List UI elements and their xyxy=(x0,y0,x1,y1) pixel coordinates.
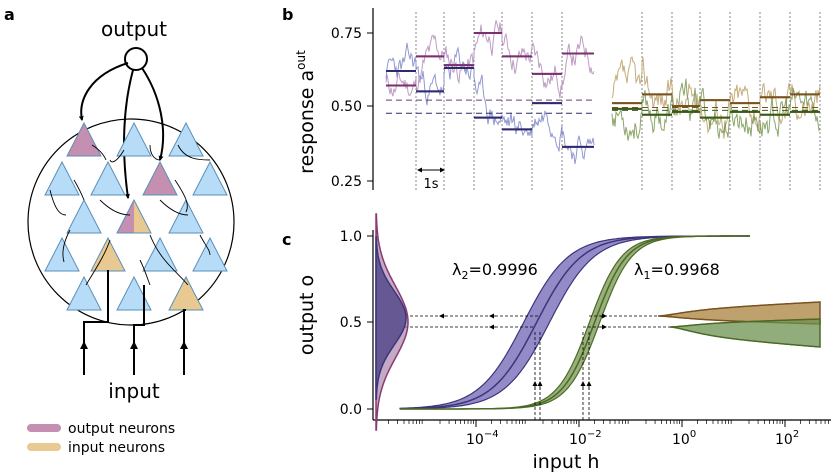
panel-c-ylabel: output o xyxy=(296,275,318,355)
ytick-label: 0.0 xyxy=(340,402,362,418)
response-traces xyxy=(385,12,821,190)
neuron xyxy=(44,236,80,272)
network-boundary xyxy=(27,118,235,326)
response-trace xyxy=(385,42,595,165)
panel-c-label: c xyxy=(282,230,291,249)
ytick-label: 0.5 xyxy=(340,315,362,331)
distribution xyxy=(658,301,821,325)
x-ticks: 10−4 10−2 100 102 xyxy=(388,420,829,448)
ytick-label: 1.0 xyxy=(340,229,362,245)
neuron xyxy=(116,275,152,311)
panel-b-ylabel: response aout xyxy=(294,50,318,174)
neuron xyxy=(66,198,102,234)
ytick-label: 0.75 xyxy=(331,26,362,42)
ylabel-sup: out xyxy=(294,50,308,70)
neuron xyxy=(90,236,126,272)
response-trace xyxy=(385,20,595,99)
input-label: input xyxy=(108,379,160,403)
lambda2-label: λ2=0.9996 xyxy=(452,260,538,282)
ylabel-text: response a xyxy=(296,70,318,174)
neuron xyxy=(44,160,80,196)
neuron xyxy=(142,160,178,196)
svg-text:response aout: response aout xyxy=(294,50,318,174)
neuron xyxy=(116,198,152,234)
sigmoid-curves xyxy=(375,213,821,431)
legend-output-text: output neurons xyxy=(68,421,175,437)
readout-line xyxy=(78,62,129,121)
panel-a-label: a xyxy=(4,5,15,24)
xtick-label: 10−2 xyxy=(569,429,602,448)
panel-b-label: b xyxy=(282,5,293,24)
neuron xyxy=(168,198,204,234)
scale-bar-label: 1s xyxy=(423,177,438,192)
ytick-label: 0.50 xyxy=(331,99,362,115)
xtick-label: 100 xyxy=(672,429,696,448)
xtick-label: 102 xyxy=(775,429,799,448)
neuron xyxy=(168,275,204,311)
legend-input-text: input neurons xyxy=(68,440,165,456)
readout-line xyxy=(122,69,134,199)
output-label: output xyxy=(101,17,167,41)
panel-c-xlabel: input h xyxy=(533,451,600,473)
neuron xyxy=(192,160,228,196)
legend-swatch-input xyxy=(27,443,61,451)
readout-line xyxy=(141,67,165,161)
neuron xyxy=(66,121,102,157)
xtick-label: 10−4 xyxy=(466,429,499,448)
sigmoid-curve xyxy=(400,235,750,410)
legend-swatch-output xyxy=(27,424,61,432)
distribution xyxy=(669,318,821,348)
response-trace xyxy=(611,78,821,141)
neuron-grid xyxy=(44,121,228,311)
ytick-label: 0.25 xyxy=(331,174,362,190)
neuron xyxy=(90,160,126,196)
neuron xyxy=(168,121,204,157)
neuron xyxy=(116,121,152,157)
lambda1-label: λ1=0.9968 xyxy=(634,260,720,282)
recurrent-links xyxy=(49,144,211,286)
distribution xyxy=(375,236,407,400)
neuron xyxy=(66,275,102,311)
output-node xyxy=(124,47,148,71)
